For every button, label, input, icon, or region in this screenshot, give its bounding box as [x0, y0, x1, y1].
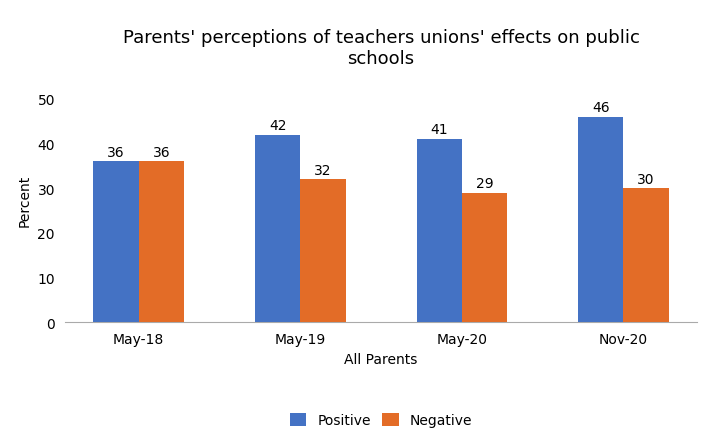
Bar — [301, 180, 346, 322]
Text: 42: 42 — [269, 119, 286, 133]
Bar — [139, 162, 184, 322]
Bar — [93, 162, 139, 322]
Bar — [462, 193, 507, 322]
X-axis label: All Parents: All Parents — [344, 352, 418, 365]
Text: 46: 46 — [592, 101, 610, 115]
Text: 30: 30 — [637, 172, 655, 186]
Text: 36: 36 — [107, 145, 125, 160]
Bar — [255, 135, 301, 322]
Legend: Positive, Negative: Positive, Negative — [284, 408, 478, 430]
Text: 32: 32 — [314, 163, 331, 177]
Bar — [578, 117, 623, 322]
Bar — [416, 140, 462, 322]
Text: 29: 29 — [476, 177, 493, 190]
Bar — [623, 189, 669, 322]
Y-axis label: Percent: Percent — [18, 174, 32, 226]
Text: 36: 36 — [152, 145, 170, 160]
Text: 41: 41 — [431, 123, 448, 137]
Title: Parents' perceptions of teachers unions' effects on public
schools: Parents' perceptions of teachers unions'… — [123, 29, 639, 68]
